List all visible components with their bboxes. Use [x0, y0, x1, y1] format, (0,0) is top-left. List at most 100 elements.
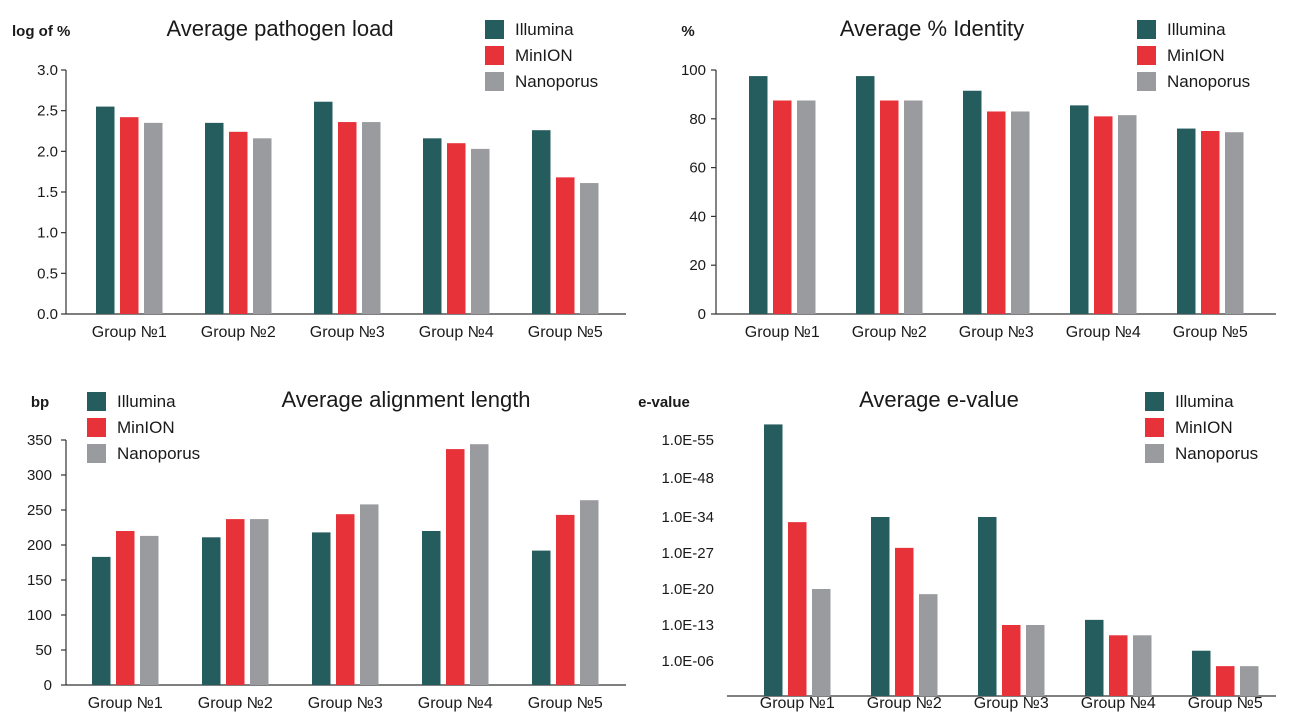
y-axis-label: bp [31, 394, 49, 411]
legend-swatch-nanoporus [1145, 444, 1164, 463]
bar-minion-group-3 [1002, 625, 1021, 696]
y-tick-label: 1.0 [37, 225, 58, 242]
bar-nanoporus-group-1 [144, 122, 163, 314]
legend-label-minion: MinION [1175, 418, 1233, 437]
bar-minion-group-3 [336, 514, 355, 685]
legend-swatch-minion [87, 418, 106, 437]
bar-minion-group-4 [447, 143, 466, 314]
bar-illumina-group-1 [764, 424, 783, 696]
legend-label-illumina: Illumina [515, 20, 574, 39]
y-tick-label: 1.0E-20 [661, 581, 714, 598]
chart-2: Average % Identity% 0 20 40 60 80 100 Group №1 G… [681, 16, 1276, 341]
legend-swatch-nanoporus [485, 72, 504, 91]
bar-nanoporus-group-1 [797, 100, 816, 314]
bar-minion-group-4 [1109, 635, 1128, 696]
y-tick-label: 2.0 [37, 143, 58, 160]
x-tick-label: Group №1 [88, 695, 163, 712]
bar-nanoporus-group-5 [580, 183, 599, 314]
bar-nanoporus-group-2 [919, 594, 938, 696]
x-tick-label: Group №1 [92, 324, 167, 341]
bar-nanoporus-group-4 [1118, 115, 1137, 314]
bar-minion-group-2 [880, 100, 899, 314]
y-tick-label: 200 [27, 537, 52, 554]
bar-minion-group-2 [229, 131, 248, 314]
legend-label-illumina: Illumina [117, 392, 176, 411]
legend-swatch-illumina [485, 20, 504, 39]
bar-illumina-group-2 [856, 76, 875, 314]
x-tick-label: Group №5 [1173, 324, 1248, 341]
bar-nanoporus-group-3 [1011, 111, 1030, 314]
bar-minion-group-4 [446, 449, 465, 685]
bar-illumina-group-5 [1192, 650, 1211, 696]
legend-label-illumina: Illumina [1175, 392, 1234, 411]
bar-minion-group-2 [895, 547, 914, 696]
y-tick-label: 100 [681, 62, 706, 79]
y-tick-label: 0.5 [37, 265, 58, 282]
y-tick-label: 40 [689, 208, 706, 225]
y-tick-label: 50 [35, 642, 52, 659]
y-tick-label: 350 [27, 432, 52, 449]
legend-label-nanoporus: Nanoporus [515, 72, 598, 91]
x-tick-label: Group №1 [760, 695, 835, 712]
y-axis-label: e-value [638, 394, 690, 411]
bar-illumina-group-5 [1177, 128, 1196, 314]
legend-label-minion: MinION [117, 418, 175, 437]
legend-label-nanoporus: Nanoporus [1175, 444, 1258, 463]
y-tick-label: 300 [27, 467, 52, 484]
bar-nanoporus-group-4 [470, 444, 489, 685]
legend-label-minion: MinION [515, 46, 573, 65]
x-tick-label: Group №5 [528, 324, 603, 341]
bar-nanoporus-group-2 [904, 100, 923, 314]
y-tick-label: 60 [689, 160, 706, 177]
y-axis-label: log of % [12, 23, 70, 40]
x-tick-label: Group №4 [419, 324, 494, 341]
bar-minion-group-2 [226, 519, 245, 685]
chart-title: Average pathogen load [166, 16, 393, 41]
x-tick-label: Group №3 [308, 695, 383, 712]
legend-swatch-illumina [1137, 20, 1156, 39]
bar-illumina-group-5 [532, 130, 551, 314]
bar-nanoporus-group-3 [360, 504, 379, 685]
y-tick-label: 1.0E-13 [661, 617, 714, 634]
legend-swatch-nanoporus [87, 444, 106, 463]
x-tick-label: Group №3 [959, 324, 1034, 341]
chart-title: Average alignment length [281, 387, 530, 412]
x-tick-label: Group №3 [310, 324, 385, 341]
x-tick-label: Group №2 [867, 695, 942, 712]
x-tick-label: Group №2 [198, 695, 273, 712]
bar-illumina-group-3 [312, 532, 331, 685]
bar-minion-group-1 [116, 531, 135, 685]
y-tick-label: 0 [698, 306, 706, 323]
legend-label-illumina: Illumina [1167, 20, 1226, 39]
bar-illumina-group-5 [532, 550, 551, 685]
bar-illumina-group-4 [1085, 619, 1104, 696]
y-tick-label: 2.5 [37, 103, 58, 120]
bar-nanoporus-group-5 [580, 500, 599, 685]
y-tick-label: 100 [27, 607, 52, 624]
bar-minion-group-3 [338, 122, 357, 314]
bar-nanoporus-group-4 [471, 148, 490, 314]
x-tick-label: Group №3 [974, 695, 1049, 712]
legend-label-minion: MinION [1167, 46, 1225, 65]
y-tick-label: 250 [27, 502, 52, 519]
bar-nanoporus-group-3 [1026, 625, 1045, 696]
chart-3: Average alignment length bp 0 50 100 150 200 25… [27, 387, 626, 712]
bar-illumina-group-2 [202, 537, 221, 685]
bar-illumina-group-4 [422, 531, 441, 685]
bar-illumina-group-4 [423, 138, 442, 314]
legend-swatch-minion [1145, 418, 1164, 437]
bar-nanoporus-group-1 [140, 535, 159, 685]
bar-illumina-group-2 [205, 122, 224, 314]
bar-minion-group-3 [987, 111, 1006, 314]
bar-nanoporus-group-2 [250, 519, 269, 685]
y-tick-label: 0.0 [37, 306, 58, 323]
x-tick-label: Group №5 [528, 695, 603, 712]
y-tick-label: 20 [689, 257, 706, 274]
y-tick-label: 0 [44, 677, 52, 694]
y-tick-label: 1.5 [37, 184, 58, 201]
bar-minion-group-5 [1201, 131, 1220, 314]
y-tick-label: 1.0E-34 [661, 509, 714, 526]
bar-nanoporus-group-2 [253, 138, 272, 314]
legend-swatch-illumina [1145, 392, 1164, 411]
